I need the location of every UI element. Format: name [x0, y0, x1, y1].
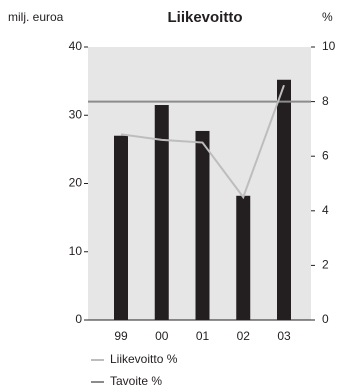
y2-tick-label: 0 [322, 312, 329, 326]
y-tick-label: 40 [69, 39, 83, 53]
y2-axis-label: % [322, 10, 333, 24]
y-tick-label: 10 [69, 244, 83, 258]
bar [195, 130, 210, 320]
legend-label: Liikevoitto % [110, 352, 178, 366]
bar [114, 135, 128, 320]
bar [277, 79, 291, 320]
y-tick-label: 20 [69, 176, 83, 190]
y2-tick-label: 10 [322, 39, 336, 53]
bar [154, 105, 169, 320]
legend-label: Tavoite % [110, 374, 162, 388]
x-tick-label: 02 [237, 329, 251, 343]
y2-tick-label: 6 [322, 148, 329, 162]
line-series [120, 84, 285, 200]
x-tick-label: 99 [114, 329, 128, 343]
y-tick-label: 0 [75, 312, 82, 326]
y2-tick-label: 2 [322, 258, 329, 272]
x-tick-label: 00 [155, 329, 169, 343]
y2-tick-label: 4 [322, 203, 329, 217]
bar [236, 195, 251, 320]
y2-tick-label: 8 [322, 94, 329, 108]
x-tick-label: 03 [277, 329, 291, 343]
x-tick-label: 01 [196, 329, 210, 343]
y-tick-label: 30 [69, 107, 83, 121]
y-axis-label: milj. euroa [8, 10, 64, 24]
chart-title: Liikevoitto [167, 9, 242, 26]
